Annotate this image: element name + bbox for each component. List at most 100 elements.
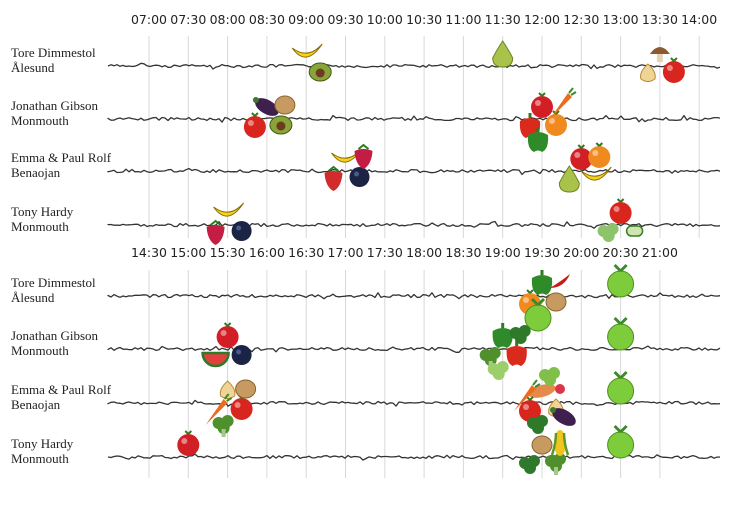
panel-2: 14:30 15:00 15:30 16:00 16:30 17:00 17:30 18:00… [11, 245, 721, 478]
onion-icon [640, 63, 656, 82]
food-event [291, 43, 332, 82]
activity-trace [107, 167, 721, 176]
carrot-icon [550, 87, 577, 119]
scallion-icon [487, 361, 509, 380]
spinach-icon [519, 455, 540, 474]
watermelon-icon [201, 351, 230, 368]
food-event [514, 367, 576, 434]
person-name: Tore Dimmestol [11, 275, 96, 290]
person-name: Jonathan Gibson [11, 328, 99, 343]
blueberry-icon [231, 221, 252, 241]
time-tick-label: 19:00 [485, 245, 521, 260]
person-place: Monmouth [11, 451, 69, 466]
time-tick-label: 13:30 [642, 12, 678, 27]
time-tick-label: 16:00 [249, 245, 285, 260]
tomato-icon [230, 394, 253, 420]
time-tick-label: 20:00 [563, 245, 599, 260]
raspberry-icon [354, 143, 373, 169]
time-tick-label: 10:00 [367, 12, 403, 27]
blueberry-icon [349, 167, 370, 187]
food-event [519, 430, 570, 475]
time-tick-label: 09:00 [288, 12, 324, 27]
strawberry-icon [324, 165, 343, 191]
time-tick-label: 10:30 [406, 12, 442, 27]
time-tick-label: 12:00 [524, 12, 560, 27]
person-place: Benaojan [11, 165, 61, 180]
onion-icon [219, 380, 236, 399]
time-tick-label: 07:30 [170, 12, 206, 27]
raspberry-icon [206, 219, 225, 245]
panel-1: 07:00 07:30 08:00 08:30 09:00 09:30 10:00 10:30… [11, 12, 721, 245]
person-place: Monmouth [11, 219, 69, 234]
food-event [479, 323, 531, 380]
food-event [607, 316, 635, 351]
eggplant-icon [550, 407, 576, 426]
orange-icon [588, 142, 611, 168]
person-name: Tony Hardy [11, 204, 74, 219]
food-event [324, 143, 373, 191]
broccoli-icon [545, 453, 566, 475]
food-event [492, 40, 514, 68]
food-event [205, 379, 257, 437]
avocado-icon [269, 115, 293, 135]
person-name: Emma & Paul Rolf [11, 150, 112, 165]
time-tick-label: 13:00 [603, 12, 639, 27]
time-tick-label: 18:30 [445, 245, 481, 260]
lime-icon [607, 263, 635, 298]
pear-icon [492, 40, 514, 68]
time-tick-label: 12:30 [563, 12, 599, 27]
activity-trace [107, 114, 721, 123]
potato-icon [274, 95, 296, 115]
pear-icon [558, 165, 580, 193]
banana-icon [291, 43, 323, 58]
food-event [519, 87, 577, 152]
time-tick-label: 18:00 [406, 245, 442, 260]
apple-icon [216, 322, 239, 348]
food-event [519, 270, 570, 332]
peas-icon [539, 367, 560, 386]
chili-icon [550, 274, 570, 288]
green-pepper-icon [527, 127, 549, 152]
broccoli-icon [212, 415, 234, 437]
orange-icon [545, 110, 567, 136]
person-name: Jonathan Gibson [11, 98, 99, 113]
apple-icon [177, 430, 200, 456]
food-event [597, 198, 644, 242]
time-tick-label: 08:30 [249, 12, 285, 27]
time-tick-label: 21:00 [642, 245, 678, 260]
lettuce-icon [597, 223, 619, 242]
time-tick-label: 16:30 [288, 245, 324, 260]
person-place: Ålesund [11, 290, 55, 305]
carrot-icon [205, 393, 233, 425]
food-event [607, 263, 635, 298]
spinach-icon [509, 325, 531, 344]
corn-icon [550, 430, 570, 456]
potato-icon [235, 379, 257, 399]
sweet-potato-icon [528, 384, 556, 398]
avocado-icon [308, 62, 332, 82]
time-tick-label: 08:00 [210, 12, 246, 27]
potato-icon [545, 292, 567, 312]
time-tick-label: 11:30 [485, 12, 521, 27]
food-event [607, 370, 635, 405]
potato-icon [531, 435, 553, 455]
green-pepper-icon [492, 323, 513, 348]
lime-icon [524, 297, 552, 332]
time-tick-label: 17:30 [367, 245, 403, 260]
cucumber-icon [625, 225, 644, 237]
tomato-icon [519, 396, 541, 422]
carrot-icon [514, 379, 541, 411]
spinach-icon [527, 415, 548, 434]
food-event [177, 430, 200, 456]
eggplant-icon [252, 97, 279, 116]
time-tick-label: 17:00 [327, 245, 363, 260]
tomato-icon [609, 198, 632, 224]
tomato-icon [243, 112, 266, 138]
blueberry-icon [231, 345, 252, 365]
time-tick-label: 07:00 [131, 12, 167, 27]
activity-trace [107, 220, 721, 229]
food-event [558, 142, 612, 193]
banana-icon [580, 166, 612, 181]
time-tick-label: 11:00 [445, 12, 481, 27]
radish-icon [555, 384, 565, 394]
